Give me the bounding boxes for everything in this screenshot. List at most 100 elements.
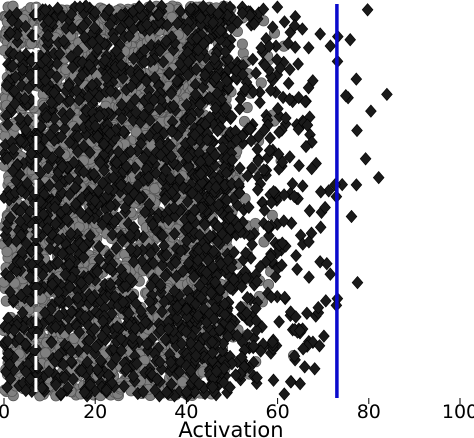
data-point-diamond	[214, 32, 226, 47]
data-point-diamond	[148, 93, 160, 107]
data-point-diamond	[102, 368, 115, 382]
data-point-diamond	[200, 265, 213, 280]
data-point-diamond	[292, 57, 304, 71]
data-point-diamond	[372, 170, 385, 185]
data-point-diamond	[228, 245, 240, 260]
data-point-diamond	[177, 264, 189, 279]
data-point-diamond	[147, 256, 160, 270]
data-point-diamond	[200, 241, 212, 255]
data-point-diamond	[125, 242, 137, 257]
data-point-diamond	[211, 86, 223, 100]
data-point-diamond	[78, 30, 91, 44]
data-point-diamond	[24, 270, 36, 285]
data-point-diamond	[14, 112, 26, 126]
data-point-diamond	[34, 195, 47, 209]
data-point-diamond	[57, 34, 70, 48]
data-point-diamond	[182, 150, 194, 165]
data-point-diamond	[224, 380, 236, 395]
data-point-diamond	[189, 128, 201, 142]
data-point-diamond	[55, 386, 67, 401]
data-point-diamond	[258, 203, 271, 218]
data-point-diamond	[246, 237, 258, 252]
data-point-diamond	[221, 193, 233, 207]
plot-area	[0, 0, 393, 403]
data-point-diamond	[302, 41, 315, 55]
data-point-diamond	[186, 186, 199, 200]
data-point-diamond	[25, 146, 37, 161]
data-point-diamond	[212, 198, 225, 212]
data-point-diamond	[77, 240, 90, 254]
data-point-diamond	[217, 336, 230, 351]
data-point-diamond	[240, 271, 252, 285]
data-point-diamond	[267, 185, 280, 199]
data-point-circle	[130, 126, 142, 138]
data-point-diamond	[71, 291, 84, 305]
data-point-diamond	[185, 364, 197, 378]
data-point-diamond	[115, 343, 128, 358]
data-point-diamond	[16, 306, 29, 320]
data-point-diamond	[171, 311, 183, 325]
data-point-diamond	[75, 276, 87, 290]
data-point-diamond	[8, 84, 21, 98]
data-point-diamond	[164, 355, 177, 369]
data-point-diamond	[340, 89, 352, 103]
data-point-diamond	[181, 23, 194, 37]
data-point-diamond	[182, 256, 195, 270]
data-point-diamond	[192, 308, 204, 323]
data-point-diamond	[67, 372, 79, 386]
data-point-diamond	[145, 302, 158, 316]
data-point-diamond	[322, 184, 335, 198]
data-point-diamond	[69, 181, 81, 195]
data-point-diamond	[302, 81, 315, 95]
data-point-diamond	[214, 23, 227, 38]
data-point-diamond	[184, 336, 197, 350]
data-point-diamond	[273, 315, 285, 329]
data-point-diamond	[297, 342, 309, 356]
data-point-diamond	[67, 21, 79, 35]
data-point-diamond	[312, 300, 325, 315]
data-point-diamond	[209, 101, 222, 115]
data-point-diamond	[245, 133, 257, 148]
data-point-diamond	[258, 123, 271, 137]
data-point-diamond	[206, 380, 219, 394]
data-point-diamond	[66, 60, 79, 74]
data-point-diamond	[237, 67, 249, 82]
data-point-diamond	[89, 194, 101, 208]
data-point-diamond	[3, 270, 16, 284]
data-point-diamond	[350, 178, 363, 192]
data-point-diamond	[88, 322, 101, 336]
data-point-diamond	[96, 329, 108, 343]
data-point-diamond	[198, 302, 210, 316]
data-point-diamond	[20, 383, 32, 398]
data-point-diamond	[262, 219, 275, 234]
data-point-circle	[236, 38, 248, 50]
data-point-diamond	[193, 377, 205, 391]
data-point-diamond	[314, 220, 327, 234]
data-point-diamond	[40, 110, 53, 124]
data-point-diamond	[104, 277, 117, 291]
data-point-diamond	[98, 137, 110, 151]
data-point-diamond	[234, 300, 247, 314]
data-point-diamond	[158, 294, 171, 309]
data-point-diamond	[160, 385, 173, 399]
data-point-diamond	[168, 201, 180, 215]
data-point-diamond	[204, 229, 216, 243]
data-point-diamond	[350, 72, 363, 86]
data-point-diamond	[84, 145, 96, 160]
data-point-diamond	[184, 2, 197, 16]
data-point-diamond	[181, 310, 194, 324]
data-point-diamond	[78, 165, 90, 179]
data-point-diamond	[294, 377, 306, 391]
data-point-diamond	[43, 365, 55, 379]
data-point-diamond	[100, 71, 113, 85]
data-point-diamond	[70, 197, 82, 211]
data-point-diamond	[49, 217, 62, 231]
data-point-diamond	[259, 58, 271, 72]
data-point-diamond	[110, 156, 123, 170]
data-point-diamond	[195, 201, 208, 215]
data-point-diamond	[116, 111, 128, 126]
data-point-diamond	[100, 383, 113, 397]
data-point-diamond	[320, 294, 332, 308]
data-point-diamond	[257, 2, 270, 16]
data-point-diamond	[0, 78, 13, 92]
